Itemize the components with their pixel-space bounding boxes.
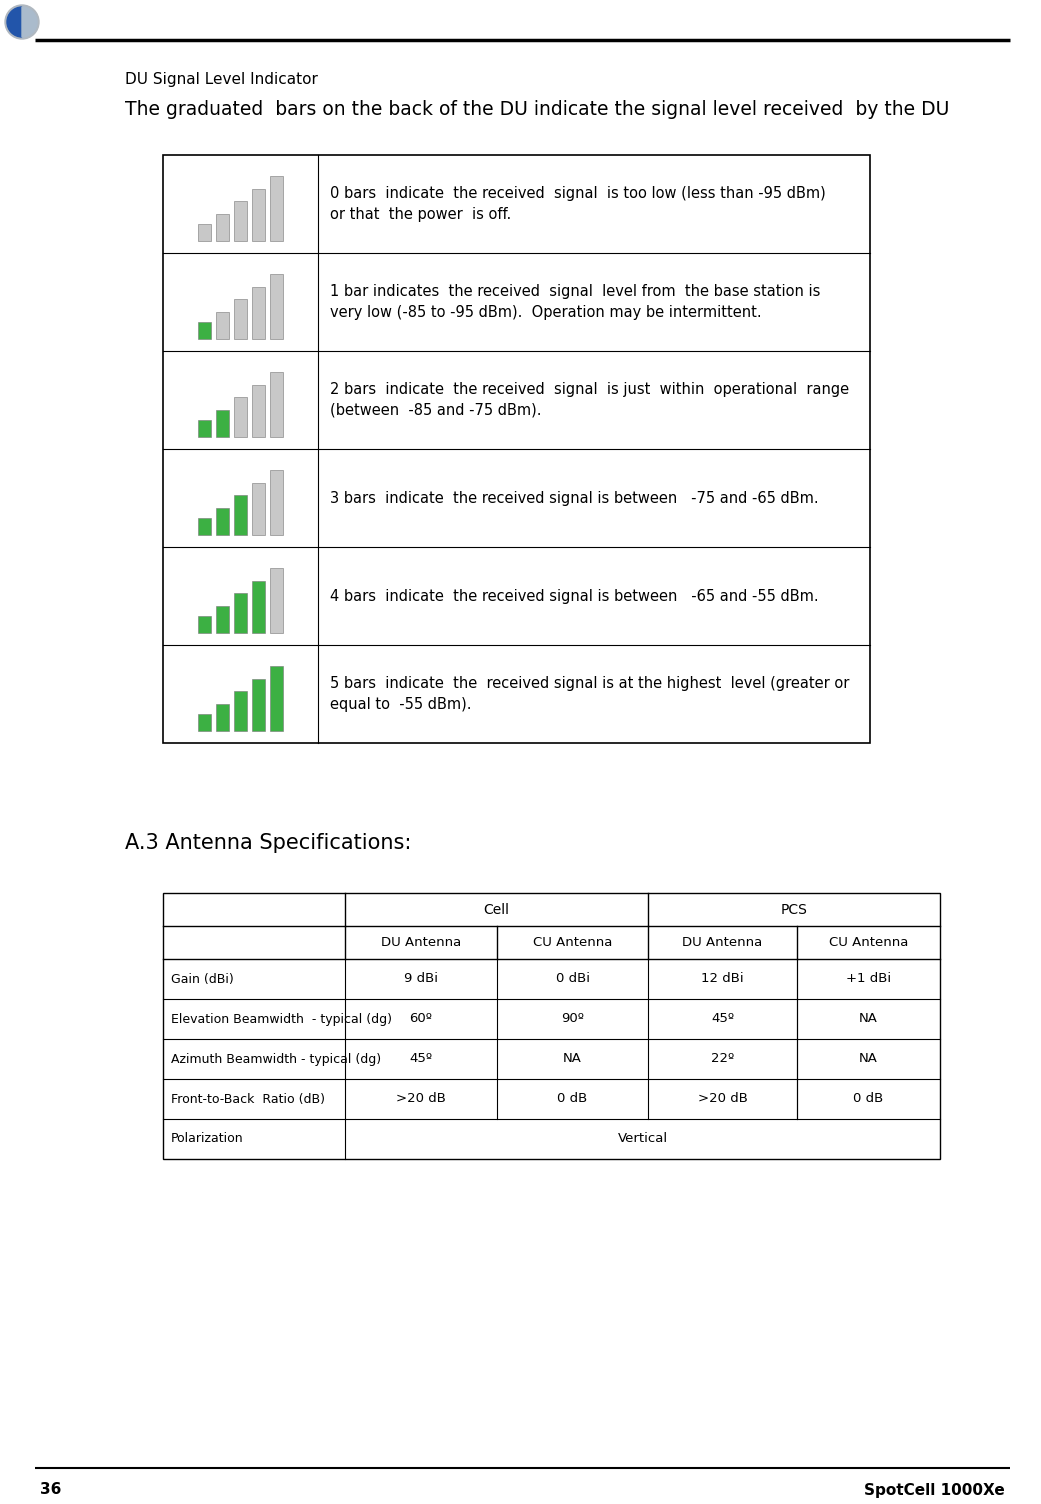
Text: 0 dBi: 0 dBi <box>556 973 589 985</box>
Text: DU Antenna: DU Antenna <box>381 935 461 949</box>
Text: SpotCell 1000Xe: SpotCell 1000Xe <box>864 1483 1005 1498</box>
Text: NA: NA <box>563 1053 582 1065</box>
Bar <box>270 469 283 535</box>
Bar <box>234 594 247 633</box>
Text: >20 dB: >20 dB <box>697 1092 747 1105</box>
Text: 2 bars  indicate  the received  signal  is just  within  operational  range
(bet: 2 bars indicate the received signal is j… <box>330 382 849 418</box>
Text: Elevation Beamwidth  - typical (dg): Elevation Beamwidth - typical (dg) <box>171 1012 392 1026</box>
Text: 0 bars  indicate  the received  signal  is too low (less than -95 dBm)
or that  : 0 bars indicate the received signal is t… <box>330 186 826 221</box>
Bar <box>234 202 247 241</box>
Text: NA: NA <box>859 1053 878 1065</box>
Bar <box>215 409 229 438</box>
Bar <box>198 519 211 535</box>
Text: DU Antenna: DU Antenna <box>682 935 763 949</box>
Text: 5 bars  indicate  the  received signal is at the highest  level (greater or
equa: 5 bars indicate the received signal is a… <box>330 677 849 711</box>
Text: 22º: 22º <box>711 1053 734 1065</box>
Bar <box>270 176 283 241</box>
Circle shape <box>5 5 39 39</box>
Text: 60º: 60º <box>409 1012 432 1026</box>
Text: Polarization: Polarization <box>171 1133 244 1146</box>
Text: DU Signal Level Indicator: DU Signal Level Indicator <box>125 72 318 87</box>
Text: CU Antenna: CU Antenna <box>533 935 612 949</box>
Bar <box>215 508 229 535</box>
Bar <box>198 224 211 241</box>
Bar <box>234 299 247 338</box>
Bar <box>198 420 211 438</box>
Text: CU Antenna: CU Antenna <box>829 935 908 949</box>
Wedge shape <box>22 8 37 38</box>
Text: Cell: Cell <box>483 902 509 916</box>
Text: 45º: 45º <box>409 1053 433 1065</box>
Text: Front-to-Back  Ratio (dB): Front-to-Back Ratio (dB) <box>171 1092 325 1105</box>
Text: 0 dB: 0 dB <box>557 1092 587 1105</box>
Text: Azimuth Beamwidth - typical (dg): Azimuth Beamwidth - typical (dg) <box>171 1053 381 1065</box>
Text: 36: 36 <box>40 1483 61 1498</box>
Text: 1 bar indicates  the received  signal  level from  the base station is
very low : 1 bar indicates the received signal leve… <box>330 284 820 320</box>
Bar <box>252 483 265 535</box>
Bar <box>215 704 229 731</box>
Text: 9 dBi: 9 dBi <box>404 973 438 985</box>
Bar <box>234 692 247 731</box>
Text: Vertical: Vertical <box>617 1133 667 1146</box>
Text: 4 bars  indicate  the received signal is between   -65 and -55 dBm.: 4 bars indicate the received signal is b… <box>330 588 818 603</box>
Text: A.3 Antenna Specifications:: A.3 Antenna Specifications: <box>125 833 411 853</box>
Bar <box>234 397 247 438</box>
Bar <box>215 214 229 241</box>
Text: NA: NA <box>859 1012 878 1026</box>
Bar <box>215 606 229 633</box>
Bar <box>252 287 265 338</box>
Bar <box>270 274 283 338</box>
Wedge shape <box>7 8 22 38</box>
Text: The graduated  bars on the back of the DU indicate the signal level received  by: The graduated bars on the back of the DU… <box>125 99 949 119</box>
Bar <box>270 666 283 731</box>
Text: 45º: 45º <box>711 1012 734 1026</box>
Bar <box>252 385 265 438</box>
Bar <box>163 893 940 1160</box>
Text: 3 bars  indicate  the received signal is between   -75 and -65 dBm.: 3 bars indicate the received signal is b… <box>330 490 818 505</box>
Text: 0 dB: 0 dB <box>854 1092 884 1105</box>
Bar <box>252 680 265 731</box>
Text: PCS: PCS <box>781 902 808 916</box>
Bar <box>252 190 265 241</box>
Text: 12 dBi: 12 dBi <box>702 973 744 985</box>
Bar <box>270 567 283 633</box>
Bar <box>163 155 870 743</box>
Bar <box>198 322 211 338</box>
Text: +1 dBi: +1 dBi <box>846 973 891 985</box>
Text: 90º: 90º <box>561 1012 584 1026</box>
Bar <box>198 714 211 731</box>
Bar <box>270 371 283 438</box>
Bar <box>234 495 247 535</box>
Text: Gain (dBi): Gain (dBi) <box>171 973 234 985</box>
Text: >20 dB: >20 dB <box>396 1092 446 1105</box>
Bar <box>198 617 211 633</box>
Bar <box>252 582 265 633</box>
Bar <box>215 311 229 338</box>
